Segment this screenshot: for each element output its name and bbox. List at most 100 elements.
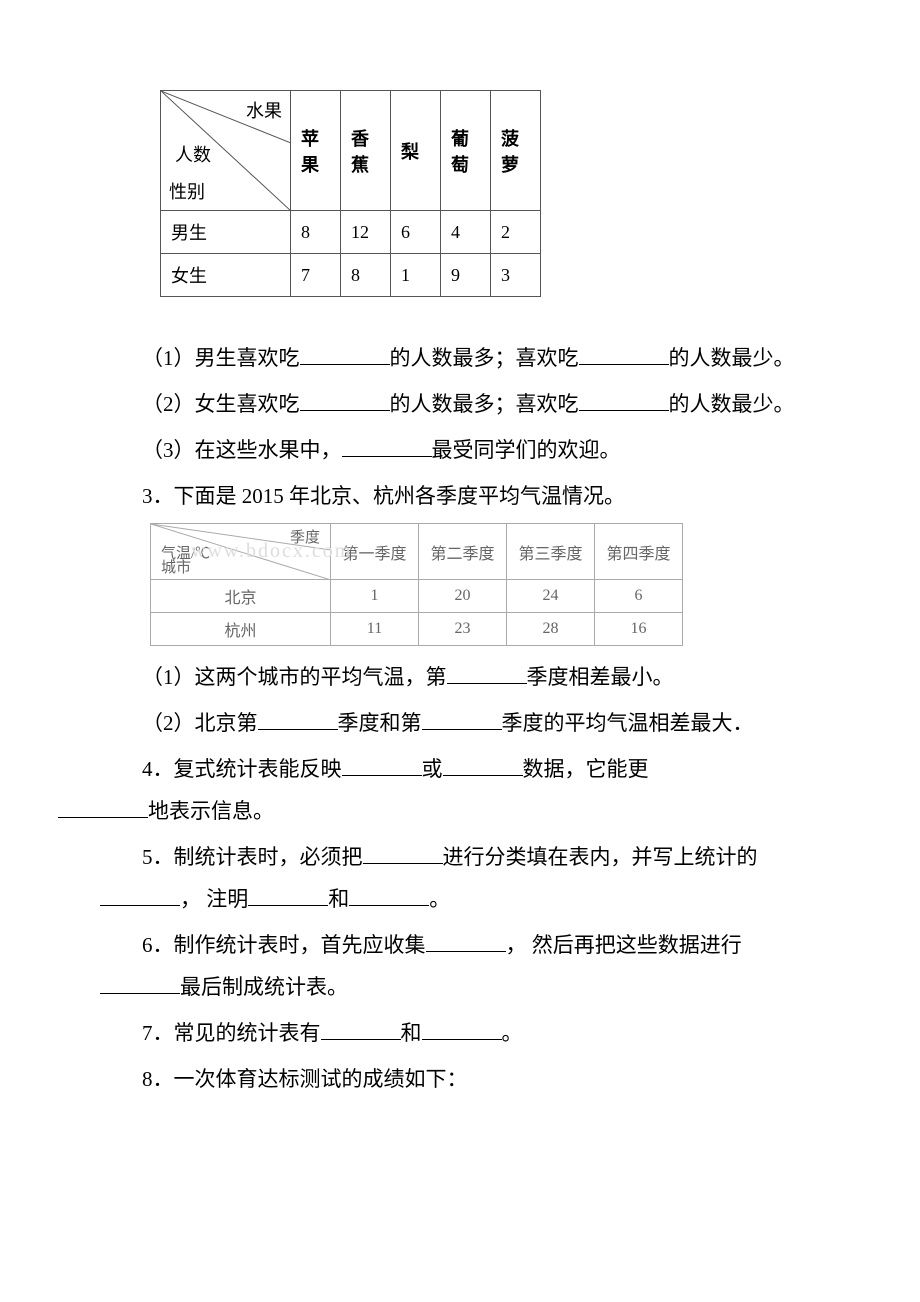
- text: 的人数最多；喜欢吃: [390, 346, 579, 370]
- table-row: 女生 7 8 1 9 3: [161, 254, 541, 297]
- text: （2）北京第: [142, 711, 258, 735]
- diagonal-header-cell: 水果 人数 性别: [161, 91, 291, 211]
- text: ， 然后再把这些数据进行: [506, 933, 742, 957]
- text: 最受同学们的欢迎。: [432, 438, 621, 462]
- fruit-preference-table: 水果 人数 性别 苹果 香蕉 梨 葡萄 菠萝 男生 8 12 6 4 2 女生 …: [160, 90, 541, 297]
- cell: 3: [491, 254, 541, 297]
- row-label: 女生: [161, 254, 291, 297]
- text: 和: [401, 1021, 422, 1045]
- blank: [422, 1019, 502, 1040]
- blank: [321, 1019, 401, 1040]
- question-1-3: （3）在这些水果中，最受同学们的欢迎。: [100, 429, 820, 471]
- col-header: 第四季度: [595, 524, 683, 580]
- text: 4．复式统计表能反映: [142, 757, 342, 781]
- text: 或: [422, 757, 443, 781]
- blank: [447, 663, 527, 684]
- text: （1）这两个城市的平均气温，第: [142, 665, 447, 689]
- blank: [100, 885, 180, 906]
- cell: 9: [441, 254, 491, 297]
- blank: [248, 885, 328, 906]
- cell: 8: [341, 254, 391, 297]
- text: 。: [502, 1021, 523, 1045]
- text: 。: [429, 887, 450, 911]
- cell: 7: [291, 254, 341, 297]
- cell: 1: [331, 580, 419, 613]
- text: 地表示信息。: [148, 799, 274, 823]
- text: 7．常见的统计表有: [142, 1021, 321, 1045]
- col-header: 苹果: [291, 91, 341, 211]
- question-7: 7．常见的统计表有 和 。: [100, 1012, 820, 1054]
- text: 季度相差最小。: [527, 665, 674, 689]
- col-header: 第一季度: [331, 524, 419, 580]
- blank: [443, 755, 523, 776]
- text: （1）男生喜欢吃: [142, 346, 300, 370]
- blank: [58, 797, 148, 818]
- blank: [300, 344, 390, 365]
- text: 进行分类填在表内，并写上统计的: [443, 845, 758, 869]
- question-6: 6．制作统计表时，首先应收集 ， 然后再把这些数据进行最后制成统计表。: [100, 924, 820, 1008]
- diag-label-bot: 性别: [169, 178, 205, 204]
- blank: [100, 973, 180, 994]
- text: 数据，它能更: [523, 757, 649, 781]
- table-row: 北京 1 20 24 6: [151, 580, 683, 613]
- blank: [349, 885, 429, 906]
- text: 5．制统计表时，必须把: [142, 845, 363, 869]
- text: 6．制作统计表时，首先应收集: [142, 933, 426, 957]
- question-3-2: （2）北京第 季度和第 季度的平均气温相差最大．: [100, 702, 820, 744]
- cell: 16: [595, 613, 683, 646]
- document-page: 水果 人数 性别 苹果 香蕉 梨 葡萄 菠萝 男生 8 12 6 4 2 女生 …: [0, 0, 920, 1164]
- question-3-1: （1）这两个城市的平均气温，第 季度相差最小。: [100, 656, 820, 698]
- cell: 24: [507, 580, 595, 613]
- cell: 11: [331, 613, 419, 646]
- text: 和: [328, 887, 349, 911]
- cell: 12: [341, 211, 391, 254]
- blank: [342, 436, 432, 457]
- text: （2）女生喜欢吃: [142, 392, 300, 416]
- table-header-row: 季度 气温/℃ 城市 www.bdocx.com 第一季度 第二季度 第三季度 …: [151, 524, 683, 580]
- text: 的人数最少。: [669, 392, 795, 416]
- col-header: 第二季度: [419, 524, 507, 580]
- col-header: 菠萝: [491, 91, 541, 211]
- text: 季度和第: [338, 711, 422, 735]
- diagonal-header-cell: 季度 气温/℃ 城市 www.bdocx.com: [151, 524, 331, 580]
- table-header-row: 水果 人数 性别 苹果 香蕉 梨 葡萄 菠萝: [161, 91, 541, 211]
- text: 最后制成统计表。: [180, 975, 348, 999]
- row-label: 杭州: [151, 613, 331, 646]
- diag-label-top: 季度: [290, 526, 320, 547]
- cell: 1: [391, 254, 441, 297]
- table-row: 男生 8 12 6 4 2: [161, 211, 541, 254]
- blank: [363, 843, 443, 864]
- cell: 8: [291, 211, 341, 254]
- question-8: 8．一次体育达标测试的成绩如下：: [100, 1058, 820, 1100]
- temperature-table-wrap: 季度 气温/℃ 城市 www.bdocx.com 第一季度 第二季度 第三季度 …: [150, 523, 820, 646]
- question-4: 4．复式统计表能反映 或 数据，它能更地表示信息。: [100, 748, 820, 832]
- row-label: 北京: [151, 580, 331, 613]
- cell: 20: [419, 580, 507, 613]
- question-3-intro: 3．下面是 2015 年北京、杭州各季度平均气温情况。: [100, 475, 820, 517]
- diag-label-mid: 人数: [175, 141, 211, 167]
- blank: [579, 344, 669, 365]
- cell: 4: [441, 211, 491, 254]
- diag-label-bot: 城市: [161, 556, 191, 577]
- row-label: 男生: [161, 211, 291, 254]
- cell: 6: [391, 211, 441, 254]
- blank: [342, 755, 422, 776]
- col-header: 梨: [391, 91, 441, 211]
- text: ， 注明: [180, 887, 248, 911]
- cell: 23: [419, 613, 507, 646]
- col-header: 第三季度: [507, 524, 595, 580]
- temperature-table: 季度 气温/℃ 城市 www.bdocx.com 第一季度 第二季度 第三季度 …: [150, 523, 683, 646]
- col-header: 葡萄: [441, 91, 491, 211]
- col-header: 香蕉: [341, 91, 391, 211]
- text: 季度的平均气温相差最大．: [502, 711, 754, 735]
- blank: [300, 390, 390, 411]
- question-5: 5．制统计表时，必须把 进行分类填在表内，并写上统计的 ， 注明 和 。: [100, 836, 820, 920]
- question-1-1: （1）男生喜欢吃 的人数最多；喜欢吃 的人数最少。: [100, 337, 820, 379]
- table-row: 杭州 11 23 28 16: [151, 613, 683, 646]
- blank: [258, 709, 338, 730]
- blank: [426, 931, 506, 952]
- cell: 6: [595, 580, 683, 613]
- text: 的人数最少。: [669, 346, 795, 370]
- text: 的人数最多；喜欢吃: [390, 392, 579, 416]
- diag-label-top: 水果: [246, 97, 282, 123]
